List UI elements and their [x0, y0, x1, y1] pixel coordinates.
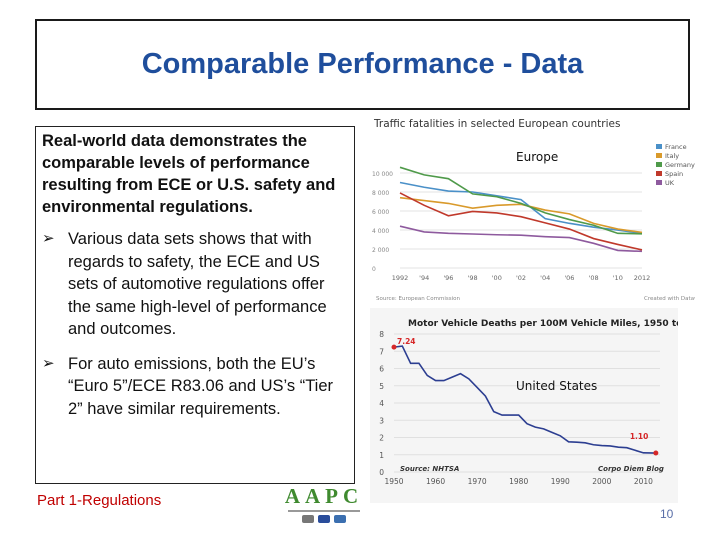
- logo-divider: [288, 510, 360, 512]
- y-tick-label: 0: [379, 468, 384, 477]
- member-logo-icon: [302, 515, 314, 523]
- y-tick-label: 2: [379, 434, 384, 443]
- lead-paragraph: Real-world data demonstrates the compara…: [42, 132, 336, 216]
- start-value-label: 7.24: [397, 337, 416, 346]
- x-tick-label: '98: [468, 274, 478, 282]
- x-tick-label: 2000: [592, 477, 611, 486]
- start-marker: [391, 344, 397, 350]
- us-chart: Motor Vehicle Deaths per 100M Vehicle Mi…: [370, 308, 678, 503]
- credit-label: Corpo Diem Blog: [598, 465, 664, 473]
- legend-swatch: [656, 171, 662, 176]
- chart-title: Traffic fatalities in selected European …: [373, 118, 620, 130]
- legend-label: Italy: [665, 152, 679, 160]
- legend-swatch: [656, 162, 662, 167]
- y-tick-label: 4: [379, 399, 384, 408]
- y-tick-label: 0: [372, 266, 376, 273]
- end-value-label: 1.10: [630, 432, 649, 441]
- source-label: Source: European Commission: [376, 296, 461, 302]
- legend-swatch: [656, 144, 662, 149]
- x-tick-label: '08: [589, 274, 599, 282]
- x-tick-label: 2010: [634, 477, 653, 486]
- x-tick-label: '10: [613, 274, 623, 282]
- bullet-item: ➢ Various data sets shows that with rega…: [42, 228, 348, 341]
- legend-label: Spain: [665, 170, 683, 178]
- text-box: Real-world data demonstrates the compara…: [35, 126, 355, 484]
- europe-chart: Traffic fatalities in selected European …: [372, 118, 695, 302]
- y-tick-label: 3: [379, 416, 384, 425]
- y-tick-label: 8 000: [372, 190, 389, 197]
- y-tick-label: 1: [379, 451, 384, 460]
- bullet-text: For auto emissions, both the EU’s “Euro …: [68, 354, 334, 418]
- series-line-italy: [399, 196, 643, 234]
- legend-label: UK: [665, 179, 675, 187]
- x-tick-label: '94: [419, 274, 429, 282]
- legend-swatch: [656, 180, 662, 185]
- y-tick-label: 5: [379, 382, 384, 391]
- series-line-spain: [399, 192, 643, 251]
- y-tick-label: 6: [379, 365, 384, 374]
- series-line: [393, 345, 656, 454]
- arrow-bullet-icon: ➢: [42, 230, 55, 247]
- x-tick-label: '00: [492, 274, 502, 282]
- series-line-uk: [399, 225, 643, 253]
- end-marker: [653, 450, 659, 456]
- y-tick-label: 10 000: [372, 171, 393, 178]
- y-tick-label: 2 000: [372, 247, 389, 254]
- x-tick-label: 1970: [468, 477, 487, 486]
- x-tick-label: 1950: [384, 477, 403, 486]
- logo-text: AAPC: [284, 484, 364, 508]
- legend-label: France: [665, 143, 687, 151]
- y-tick-label: 4 000: [372, 228, 389, 235]
- x-tick-label: '04: [540, 274, 550, 282]
- bullet-item: ➢ For auto emissions, both the EU’s “Eur…: [42, 353, 348, 421]
- chart-title: Motor Vehicle Deaths per 100M Vehicle Mi…: [408, 319, 678, 329]
- aapc-logo: AAPC: [282, 484, 366, 530]
- overlay-label: United States: [516, 379, 597, 393]
- x-tick-label: 2012: [634, 274, 651, 282]
- x-tick-label: 1960: [426, 477, 445, 486]
- credit-label: Created with Datawrapper: [644, 296, 695, 302]
- x-tick-label: '96: [443, 274, 453, 282]
- overlay-label: Europe: [516, 150, 558, 164]
- legend-label: Germany: [665, 161, 695, 169]
- page-number: 10: [660, 507, 674, 521]
- y-tick-label: 7: [379, 347, 384, 356]
- y-tick-label: 6 000: [372, 209, 389, 216]
- series-line-germany: [399, 166, 643, 235]
- x-tick-label: '06: [564, 274, 574, 282]
- arrow-bullet-icon: ➢: [42, 354, 55, 372]
- y-tick-label: 8: [379, 330, 384, 339]
- x-tick-label: 1992: [392, 274, 409, 282]
- slide-title: Comparable Performance - Data: [141, 48, 584, 80]
- legend-swatch: [656, 153, 662, 158]
- title-box: Comparable Performance - Data: [35, 19, 690, 110]
- bullet-text: Various data sets shows that with regard…: [68, 230, 327, 338]
- x-tick-label: 1990: [551, 477, 570, 486]
- member-logo-icon: [318, 515, 330, 523]
- footer-label: Part 1-Regulations: [37, 492, 162, 509]
- source-label: Source: NHTSA: [400, 465, 459, 473]
- x-tick-label: '02: [516, 274, 526, 282]
- member-logo-icon: [334, 515, 346, 523]
- member-logos: [282, 515, 366, 523]
- x-tick-label: 1980: [509, 477, 528, 486]
- chart-background: [370, 308, 678, 503]
